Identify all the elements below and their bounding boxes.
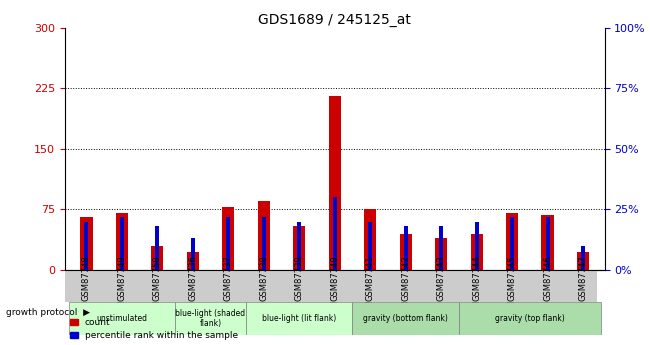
Bar (333, 197, 337, 270)
Bar (175, 302, 246, 335)
Bar (257, 201, 270, 270)
Legend: count, percentile rank within the sample: count, percentile rank within the sample (70, 318, 238, 341)
Bar (581, 246, 586, 270)
Text: unstimulated: unstimulated (96, 314, 148, 323)
Bar (226, 217, 230, 270)
Text: GSM87744: GSM87744 (472, 255, 481, 301)
Text: GSM87736: GSM87736 (188, 255, 198, 301)
Bar (190, 238, 195, 270)
Text: GSM87737: GSM87737 (224, 255, 233, 301)
Bar (222, 207, 235, 270)
Text: GSM87748: GSM87748 (82, 255, 91, 301)
Text: GSM87742: GSM87742 (401, 255, 410, 301)
Text: GSM87746: GSM87746 (543, 255, 552, 301)
Bar (151, 246, 164, 270)
Bar (297, 221, 302, 270)
Text: GSM87741: GSM87741 (366, 255, 375, 301)
Bar (293, 226, 306, 270)
Bar (404, 226, 408, 270)
Text: growth protocol  ▶: growth protocol ▶ (6, 308, 90, 317)
Bar (474, 221, 479, 270)
Bar (506, 214, 519, 270)
Bar (400, 234, 412, 270)
Text: blue-light (lit flank): blue-light (lit flank) (262, 314, 337, 323)
Bar (80, 217, 92, 270)
Bar (439, 226, 443, 270)
Text: gravity (top flank): gravity (top flank) (495, 314, 565, 323)
Text: GSM87745: GSM87745 (508, 255, 517, 301)
Bar (328, 96, 341, 270)
Text: GSM87739: GSM87739 (294, 255, 304, 301)
Bar (68, 302, 175, 335)
Bar (368, 221, 372, 270)
Bar (352, 302, 459, 335)
Text: GSM87740: GSM87740 (330, 255, 339, 301)
Text: GSM87743: GSM87743 (437, 255, 446, 301)
Bar (577, 252, 590, 270)
Bar (262, 217, 266, 270)
Bar (65, 270, 597, 302)
Bar (120, 217, 124, 270)
Bar (471, 234, 483, 270)
Bar (246, 302, 352, 335)
Text: blue-light (shaded
flank): blue-light (shaded flank) (176, 309, 246, 328)
Bar (84, 221, 88, 270)
Text: GSM87738: GSM87738 (259, 255, 268, 301)
Bar (510, 217, 514, 270)
Bar (435, 238, 447, 270)
Bar (364, 209, 376, 270)
Bar (116, 214, 128, 270)
Title: GDS1689 / 245125_at: GDS1689 / 245125_at (258, 12, 411, 27)
Text: GSM87750: GSM87750 (153, 255, 162, 301)
Bar (541, 215, 554, 270)
Text: GSM87747: GSM87747 (578, 255, 588, 301)
Bar (459, 302, 601, 335)
Bar (155, 226, 159, 270)
Bar (187, 252, 199, 270)
Text: GSM87749: GSM87749 (117, 255, 126, 301)
Bar (545, 217, 550, 270)
Text: gravity (bottom flank): gravity (bottom flank) (363, 314, 448, 323)
